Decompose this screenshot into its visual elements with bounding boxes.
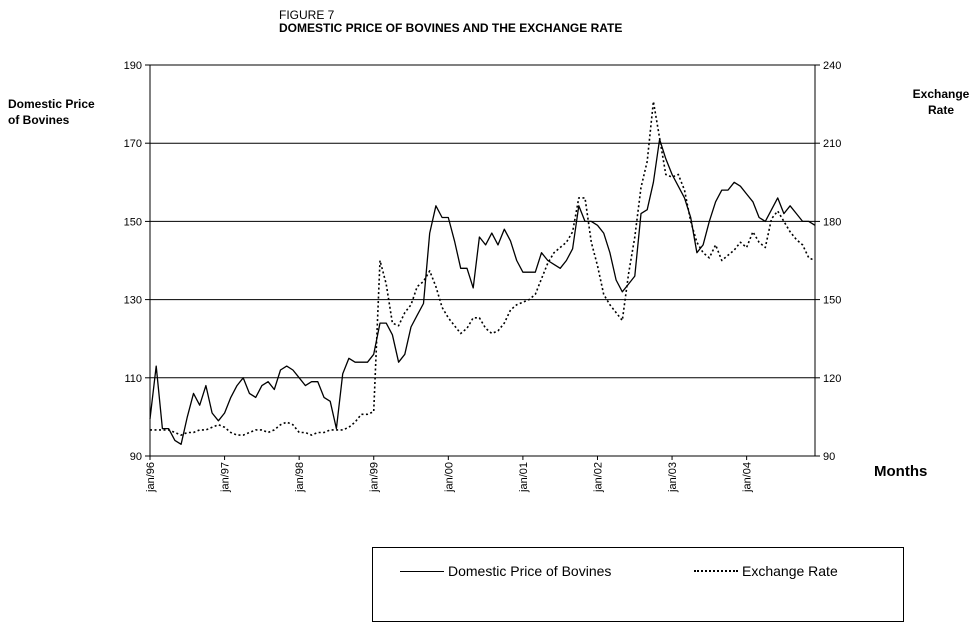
y-axis-right-label: Exchange Rate: [905, 86, 974, 118]
y-right-ticks: 90 120 150 180 210 240: [815, 60, 841, 463]
series-lines: [149, 100, 816, 445]
y-right-tick-label: 210: [823, 138, 841, 150]
x-tick-label: jan/02: [592, 462, 604, 493]
series-line-exchange-rate: [150, 100, 816, 436]
x-tick-label: jan/99: [369, 462, 381, 493]
y-right-tick-label: 150: [823, 295, 841, 307]
legend-label-exchange-rate: Exchange Rate: [742, 563, 838, 579]
y-right-tick-label: 120: [823, 373, 841, 385]
x-tick-label: jan/03: [667, 462, 679, 493]
x-tick-label: jan/00: [443, 462, 455, 493]
y-left-tick-label: 170: [124, 138, 142, 150]
gridlines: [150, 64, 815, 379]
legend-label-bovines: Domestic Price of Bovines: [448, 563, 612, 579]
legend-item-exchange-rate: Exchange Rate: [694, 563, 838, 579]
x-tick-label: jan/98: [294, 462, 306, 493]
y-right-tick-label: 180: [823, 216, 841, 228]
figure-label: FIGURE 7: [279, 8, 335, 22]
y-left-tick-label: 130: [124, 295, 142, 307]
y-right-tick-label: 240: [823, 60, 841, 72]
legend-solid-line-swatch: [400, 570, 444, 572]
legend-item-bovines: Domestic Price of Bovines: [400, 563, 611, 579]
y-left-tick-label: 90: [130, 451, 142, 463]
x-tick-label: jan/01: [518, 462, 530, 493]
y-left-ticks: 90 110 130 150 170 190: [124, 60, 150, 463]
y-right-tick-label: 90: [823, 451, 835, 463]
legend: Domestic Price of Bovines Exchange Rate: [372, 547, 904, 622]
y-axis-left-label-text: Domestic Price of Bovines: [8, 97, 95, 127]
y-left-tick-label: 150: [124, 216, 142, 228]
y-left-tick-label: 190: [124, 60, 142, 72]
chart-title: DOMESTIC PRICE OF BOVINES AND THE EXCHAN…: [279, 21, 623, 35]
x-tick-label: jan/97: [220, 462, 232, 493]
y-left-tick-label: 110: [124, 373, 142, 385]
y-axis-right-label-text: Exchange Rate: [912, 87, 970, 117]
x-axis-label: Months: [874, 463, 928, 480]
series-line-bovines: [149, 138, 816, 445]
x-ticks: jan/96 jan/97 jan/98 jan/99 jan/00 jan/01 jan/…: [145, 456, 754, 493]
y-axis-left-label: Domestic Price of Bovines: [8, 96, 98, 128]
axes: [149, 65, 816, 457]
legend-dotted-line-swatch: [694, 570, 738, 572]
x-tick-label: jan/96: [145, 462, 157, 493]
x-tick-label: jan/04: [742, 462, 754, 493]
